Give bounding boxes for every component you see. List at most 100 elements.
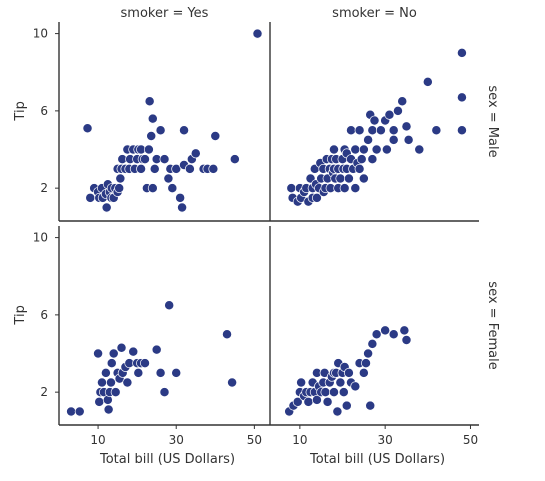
scatter-point bbox=[286, 183, 297, 194]
scatter-point bbox=[122, 377, 133, 388]
scatter-point bbox=[399, 325, 410, 336]
panel-smoker-yes-female: 2 6 10 10 30 50 Tip Total bill (US Dollars) bbox=[13, 226, 270, 467]
x-tick-label: 50 bbox=[247, 433, 262, 447]
scatter-point bbox=[388, 329, 399, 340]
scatter-point bbox=[74, 406, 85, 417]
scatter-point bbox=[114, 183, 125, 194]
scatter-point bbox=[456, 125, 467, 136]
scatter-point bbox=[143, 144, 154, 155]
y-tick-label: 6 bbox=[40, 308, 48, 322]
scatter-point bbox=[329, 144, 339, 155]
scatter-point bbox=[133, 367, 144, 378]
scatter-point bbox=[190, 148, 201, 159]
scatter-point bbox=[335, 377, 346, 388]
scatter-point bbox=[343, 173, 354, 184]
scatter-point bbox=[171, 163, 182, 174]
scatter-point bbox=[369, 115, 380, 126]
scatter-point bbox=[375, 125, 386, 136]
scatter-point bbox=[227, 377, 238, 388]
scatter-point bbox=[320, 387, 331, 398]
y-tick-label: 2 bbox=[40, 385, 48, 399]
scatter-point bbox=[85, 192, 96, 203]
facet-row-label: sex = Male bbox=[485, 85, 500, 157]
x-tick-label: 10 bbox=[292, 433, 307, 447]
scatter-point bbox=[93, 348, 104, 359]
x-axis-label: Total bill (US Dollars) bbox=[309, 452, 445, 467]
scatter-point bbox=[311, 394, 322, 405]
scatter-point bbox=[393, 105, 403, 116]
scatter-point bbox=[431, 125, 442, 136]
scatter-point bbox=[384, 109, 395, 120]
scatter-point bbox=[229, 154, 240, 165]
x-tick-label: 30 bbox=[378, 433, 393, 447]
scatter-point bbox=[151, 344, 162, 355]
scatter-point bbox=[358, 173, 369, 184]
scatter-point bbox=[184, 163, 195, 174]
scatter-point bbox=[208, 163, 219, 174]
scatter-point bbox=[82, 123, 93, 134]
scatter-point bbox=[346, 125, 356, 136]
scatter-point bbox=[108, 348, 119, 359]
scatter-point bbox=[164, 300, 175, 311]
scatter-point bbox=[363, 348, 374, 359]
scatter-point bbox=[388, 125, 399, 136]
y-axis-label: Tip bbox=[13, 305, 28, 325]
scatter-point bbox=[66, 406, 77, 417]
scatter-point bbox=[97, 377, 107, 388]
x-tick-label: 50 bbox=[463, 433, 478, 447]
scatter-point bbox=[339, 183, 350, 194]
y-axis-label: Tip bbox=[13, 101, 28, 121]
y-tick-label: 6 bbox=[40, 104, 48, 118]
scatter-point bbox=[381, 144, 392, 155]
scatter-point bbox=[361, 358, 371, 369]
scatter-point bbox=[363, 134, 374, 145]
scatter-point bbox=[367, 125, 378, 136]
scatter-point bbox=[371, 144, 382, 155]
scatter-point bbox=[332, 406, 343, 417]
scatter-point bbox=[367, 338, 378, 349]
panel-smoker-yes-male: 2 6 10 smoker = Yes Tip bbox=[13, 6, 270, 222]
scatter-point bbox=[140, 154, 150, 165]
scatter-point bbox=[456, 47, 467, 58]
scatter-point bbox=[147, 113, 158, 124]
scatter-point bbox=[350, 381, 361, 392]
y-tick-label: 2 bbox=[40, 181, 48, 195]
scatter-point bbox=[252, 28, 263, 39]
scatter-point bbox=[401, 121, 412, 132]
panel-smoker-no-female: 10 30 50 sex = Female Total bill (US Dollars… bbox=[269, 226, 500, 467]
scatter-point bbox=[341, 400, 352, 411]
scatter-point bbox=[159, 387, 170, 398]
x-tick-label: 10 bbox=[90, 433, 105, 447]
scatter-point bbox=[147, 183, 158, 194]
scatter-point bbox=[358, 144, 369, 155]
scatter-point bbox=[94, 396, 105, 407]
x-tick-label: 30 bbox=[169, 433, 184, 447]
scatter-point bbox=[175, 192, 186, 203]
y-tick-label: 10 bbox=[33, 231, 48, 245]
scatter-point bbox=[222, 329, 232, 340]
scatter-point bbox=[177, 202, 188, 213]
scatter-point bbox=[401, 335, 412, 345]
scatter-point bbox=[456, 92, 467, 103]
scatter-point bbox=[171, 367, 182, 378]
scatter-point bbox=[354, 163, 365, 174]
scatter-point bbox=[163, 173, 174, 184]
scatter-point bbox=[106, 358, 117, 369]
scatter-point bbox=[422, 76, 433, 87]
scatter-point bbox=[210, 131, 221, 141]
scatter-point bbox=[335, 173, 346, 184]
scatter-point bbox=[338, 387, 349, 398]
scatter-point bbox=[140, 358, 150, 369]
scatter-point bbox=[311, 192, 322, 203]
scatter-point bbox=[371, 329, 382, 340]
scatter-point bbox=[329, 387, 339, 398]
facet-row-label: sex = Female bbox=[485, 281, 500, 369]
scatter-point bbox=[115, 173, 126, 184]
panel-smoker-no-male: smoker = No sex = Male bbox=[269, 6, 500, 222]
scatter-point bbox=[322, 396, 333, 407]
scatter-point bbox=[128, 346, 139, 357]
scatter-point bbox=[380, 325, 391, 336]
scatter-point bbox=[101, 202, 112, 213]
scatter-point bbox=[100, 367, 111, 378]
